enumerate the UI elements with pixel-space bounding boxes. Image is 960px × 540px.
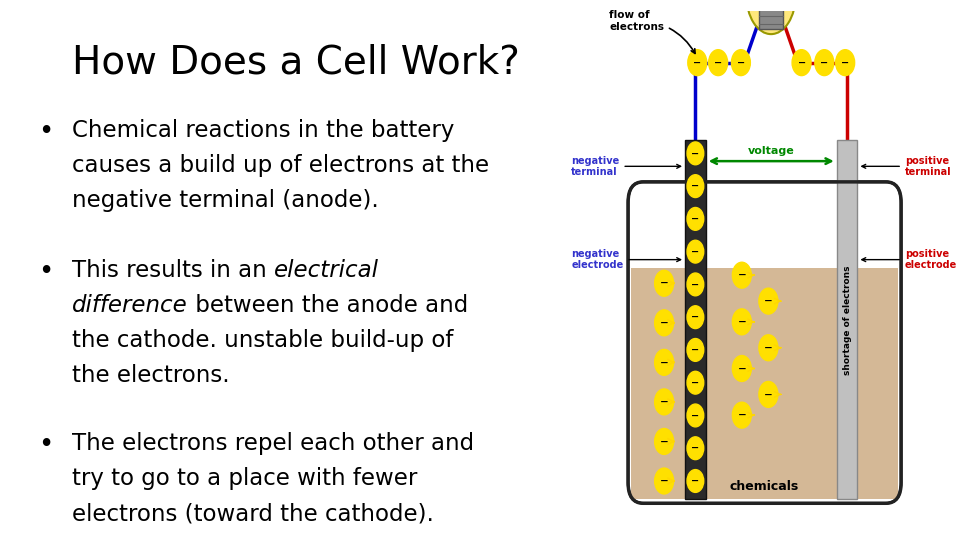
- Text: •: •: [38, 432, 54, 458]
- Text: −: −: [691, 312, 700, 322]
- Circle shape: [792, 50, 811, 76]
- Text: −: −: [737, 410, 746, 420]
- Text: −: −: [691, 443, 700, 453]
- Text: •: •: [38, 119, 54, 145]
- Text: −: −: [660, 318, 668, 328]
- Text: negative terminal (anode).: negative terminal (anode).: [72, 189, 379, 212]
- Text: the cathode. unstable build-up of: the cathode. unstable build-up of: [72, 329, 453, 353]
- Text: −: −: [691, 247, 700, 256]
- Bar: [631, 268, 898, 499]
- Text: −: −: [820, 58, 828, 68]
- Text: −: −: [764, 343, 773, 353]
- Text: −: −: [737, 317, 746, 327]
- Circle shape: [732, 309, 752, 335]
- Text: −: −: [660, 397, 668, 407]
- Text: −: −: [660, 436, 668, 447]
- Text: −: −: [737, 363, 746, 374]
- Text: −: −: [737, 270, 746, 280]
- Circle shape: [687, 50, 707, 76]
- Circle shape: [815, 50, 834, 76]
- Circle shape: [732, 50, 751, 76]
- Circle shape: [687, 437, 704, 460]
- Circle shape: [655, 428, 674, 454]
- Text: −: −: [691, 148, 700, 158]
- Text: −: −: [737, 58, 745, 68]
- Text: −: −: [764, 389, 773, 400]
- Circle shape: [687, 470, 704, 492]
- Circle shape: [655, 271, 674, 296]
- Text: −: −: [764, 296, 773, 306]
- Text: difference: difference: [72, 294, 188, 318]
- Text: −: −: [798, 58, 805, 68]
- Text: try to go to a place with fewer: try to go to a place with fewer: [72, 467, 418, 490]
- Circle shape: [655, 310, 674, 336]
- Text: Chemical reactions in the battery: Chemical reactions in the battery: [72, 119, 454, 142]
- Bar: [684, 140, 706, 499]
- Text: negative
terminal: negative terminal: [571, 156, 681, 177]
- Text: positive
terminal: positive terminal: [862, 156, 951, 177]
- Circle shape: [687, 240, 704, 263]
- Text: −: −: [660, 357, 668, 367]
- Circle shape: [687, 306, 704, 328]
- Text: −: −: [691, 279, 700, 289]
- Circle shape: [708, 50, 728, 76]
- Text: This results in an: This results in an: [72, 259, 274, 282]
- Circle shape: [836, 50, 854, 76]
- Circle shape: [687, 207, 704, 230]
- Text: positive
electrode: positive electrode: [862, 249, 957, 271]
- Circle shape: [759, 288, 778, 314]
- Circle shape: [655, 389, 674, 415]
- Text: −: −: [691, 476, 700, 486]
- Text: the electrons.: the electrons.: [72, 364, 229, 388]
- Circle shape: [655, 349, 674, 375]
- FancyBboxPatch shape: [628, 182, 901, 503]
- Circle shape: [732, 355, 752, 381]
- Text: −: −: [691, 214, 700, 224]
- Text: The electrons repel each other and: The electrons repel each other and: [72, 432, 474, 455]
- Ellipse shape: [746, 0, 796, 34]
- Circle shape: [732, 402, 752, 428]
- Bar: [759, 1, 783, 29]
- Text: How Does a Cell Work?: How Does a Cell Work?: [72, 43, 520, 81]
- Text: electrons (toward the cathode).: electrons (toward the cathode).: [72, 502, 434, 525]
- Text: between the anode and: between the anode and: [188, 294, 468, 318]
- Text: −: −: [691, 410, 700, 421]
- Text: −: −: [714, 58, 722, 68]
- Text: negative
electrode: negative electrode: [571, 249, 681, 271]
- Bar: [836, 140, 857, 499]
- Circle shape: [687, 339, 704, 361]
- Circle shape: [687, 273, 704, 296]
- Text: causes a build up of electrons at the: causes a build up of electrons at the: [72, 154, 490, 177]
- Text: voltage: voltage: [748, 146, 795, 156]
- Text: −: −: [693, 58, 702, 68]
- Text: −: −: [691, 345, 700, 355]
- Text: −: −: [691, 181, 700, 191]
- Text: −: −: [841, 58, 850, 68]
- Circle shape: [655, 468, 674, 494]
- Circle shape: [687, 175, 704, 198]
- Text: chemicals: chemicals: [730, 480, 800, 493]
- Circle shape: [759, 381, 778, 407]
- Text: shortage of electrons: shortage of electrons: [843, 265, 852, 375]
- Circle shape: [687, 142, 704, 165]
- Circle shape: [687, 404, 704, 427]
- Circle shape: [687, 372, 704, 394]
- Text: −: −: [660, 278, 668, 288]
- Text: −: −: [660, 476, 668, 486]
- Text: electrical: electrical: [274, 259, 379, 282]
- Circle shape: [759, 335, 778, 361]
- Text: flow of
electrons: flow of electrons: [609, 10, 695, 53]
- Text: −: −: [691, 377, 700, 388]
- Text: •: •: [38, 259, 54, 285]
- Circle shape: [732, 262, 752, 288]
